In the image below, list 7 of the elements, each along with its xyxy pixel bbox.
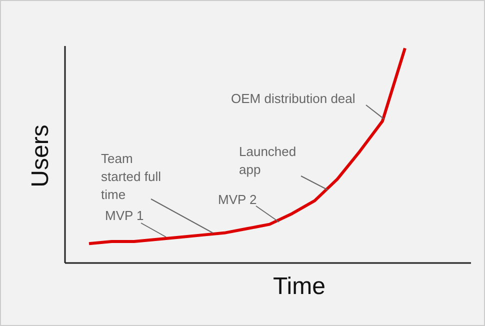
annotation: OEM distribution deal — [231, 90, 356, 108]
x-axis-title: Time — [273, 273, 326, 301]
y-axis-title: Users — [27, 124, 55, 188]
annotation: Launched app — [239, 143, 298, 179]
annotation: MVP 1 — [105, 207, 145, 225]
annotation: MVP 2 — [218, 191, 258, 209]
annotation: Team started full time — [101, 150, 162, 204]
